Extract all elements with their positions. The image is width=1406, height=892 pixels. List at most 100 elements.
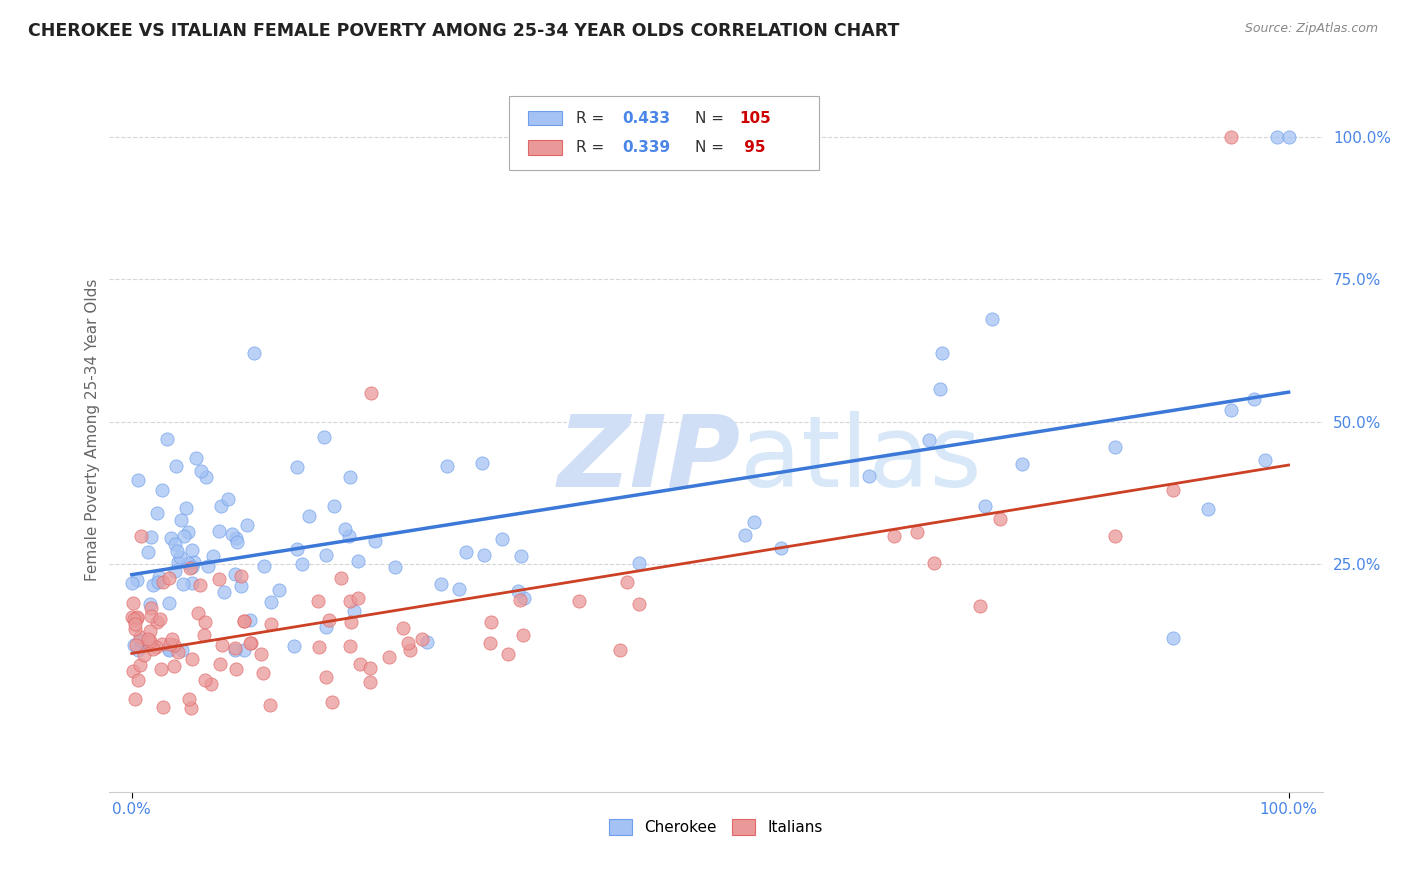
Point [149, 612, 172, 626]
Point [568, 594, 591, 608]
Point [491, 533, 513, 547]
Point [347, 591, 370, 605]
Point [627, 597, 650, 611]
Point [127, 611, 149, 625]
Point [513, 591, 536, 606]
Point [186, 451, 208, 466]
Point [969, 599, 991, 613]
Point [193, 628, 215, 642]
Text: N =: N = [696, 140, 730, 155]
Point [148, 570, 170, 584]
Point [121, 575, 143, 590]
Point [1243, 392, 1265, 406]
Point [121, 610, 143, 624]
Point [231, 578, 253, 592]
Point [269, 582, 291, 597]
Point [150, 637, 173, 651]
Point [157, 642, 180, 657]
Point [384, 559, 406, 574]
Point [225, 531, 247, 545]
Point [152, 574, 174, 589]
Point [207, 524, 229, 539]
Point [138, 633, 160, 648]
Point [232, 615, 254, 629]
Point [177, 556, 200, 570]
Point [139, 609, 162, 624]
Point [124, 623, 146, 637]
Point [132, 633, 155, 648]
Point [506, 584, 529, 599]
Point [169, 549, 191, 564]
Point [858, 469, 880, 483]
Point [411, 632, 433, 646]
Point [180, 701, 202, 715]
Point [283, 639, 305, 653]
Text: 0.433: 0.433 [623, 111, 671, 126]
Point [1161, 631, 1184, 645]
Point [415, 635, 437, 649]
Point [176, 500, 198, 515]
Point [224, 642, 246, 657]
Point [172, 577, 194, 591]
Point [240, 635, 263, 649]
Point [212, 585, 235, 599]
Point [208, 572, 231, 586]
Point [156, 432, 179, 446]
Point [627, 556, 650, 570]
Point [127, 673, 149, 687]
Point [183, 555, 205, 569]
Point [260, 595, 283, 609]
Point [322, 499, 344, 513]
Point [211, 638, 233, 652]
Point [922, 556, 945, 570]
Text: R =: R = [576, 140, 609, 155]
Point [134, 648, 156, 663]
Point [177, 524, 200, 539]
Point [157, 596, 180, 610]
Point [152, 700, 174, 714]
Point [200, 677, 222, 691]
Point [163, 537, 186, 551]
Point [347, 554, 370, 568]
Point [159, 637, 181, 651]
Point [479, 615, 502, 629]
Point [337, 529, 360, 543]
Text: N =: N = [696, 111, 730, 126]
Point [146, 615, 169, 629]
Point [127, 610, 149, 624]
Point [226, 535, 249, 549]
Point [315, 620, 337, 634]
Point [988, 512, 1011, 526]
Point [259, 698, 281, 712]
Point [1011, 457, 1033, 471]
Point [472, 549, 495, 563]
Point [1265, 129, 1288, 144]
Point [333, 523, 356, 537]
Point [166, 544, 188, 558]
Point [1104, 528, 1126, 542]
Point [122, 638, 145, 652]
Point [173, 528, 195, 542]
Point [163, 659, 186, 673]
Point [221, 526, 243, 541]
Text: CHEROKEE VS ITALIAN FEMALE POVERTY AMONG 25-34 YEAR OLDS CORRELATION CHART: CHEROKEE VS ITALIAN FEMALE POVERTY AMONG… [28, 22, 900, 40]
Point [769, 541, 792, 555]
Point [141, 600, 163, 615]
Point [609, 642, 631, 657]
Point [359, 675, 381, 690]
Point [928, 382, 950, 396]
Point [187, 606, 209, 620]
Point [127, 642, 149, 657]
Point [121, 596, 143, 610]
Point [734, 528, 756, 542]
Text: atlas: atlas [740, 410, 981, 508]
Point [447, 582, 470, 597]
Point [285, 541, 308, 556]
Point [742, 516, 765, 530]
Point [1254, 453, 1277, 467]
Point [124, 692, 146, 706]
Point [121, 664, 143, 678]
Point [190, 464, 212, 478]
Point [398, 643, 420, 657]
Point [454, 544, 477, 558]
